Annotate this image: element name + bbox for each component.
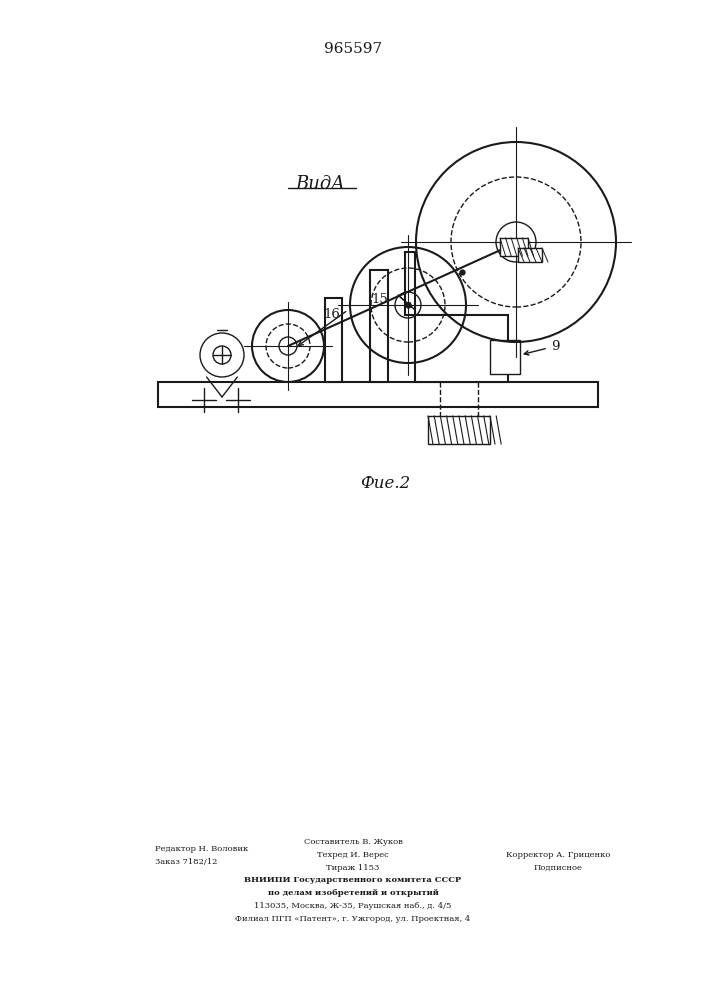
Text: Техред И. Верес: Техред И. Верес	[317, 851, 389, 859]
Text: Фие.2: Фие.2	[360, 475, 410, 492]
Text: ВНИИПИ Государственного комитета СССР: ВНИИПИ Государственного комитета СССР	[245, 876, 462, 884]
Text: ВидА: ВидА	[295, 175, 345, 193]
Text: Тираж 1153: Тираж 1153	[327, 864, 380, 872]
Bar	[405, 252, 415, 315]
Text: 15: 15	[371, 293, 388, 306]
Bar	[500, 238, 528, 256]
Bar	[415, 315, 508, 382]
Bar	[325, 298, 342, 382]
Text: Корректор А. Гриценко: Корректор А. Гриценко	[506, 851, 610, 859]
Bar	[370, 270, 388, 382]
Text: Заказ 7182/12: Заказ 7182/12	[155, 858, 217, 866]
Text: по делам изобретений и открытий: по делам изобретений и открытий	[267, 889, 438, 897]
Bar	[428, 416, 490, 444]
Text: Составитель В. Жуков: Составитель В. Жуков	[303, 838, 402, 846]
Text: 9: 9	[551, 340, 559, 354]
Bar	[158, 382, 598, 407]
Text: Редактор Н. Воловик: Редактор Н. Воловик	[155, 845, 248, 853]
Bar	[518, 248, 542, 262]
Text: Филиал ПГП «Патент», г. Ужгород, ул. Проектная, 4: Филиал ПГП «Патент», г. Ужгород, ул. Про…	[235, 915, 471, 923]
Text: Подписное: Подписное	[534, 864, 583, 872]
Text: 965597: 965597	[324, 42, 382, 56]
Text: 16: 16	[323, 308, 340, 321]
Text: 113035, Москва, Ж-35, Раушская наб., д. 4/5: 113035, Москва, Ж-35, Раушская наб., д. …	[255, 902, 452, 910]
Bar	[490, 340, 520, 374]
